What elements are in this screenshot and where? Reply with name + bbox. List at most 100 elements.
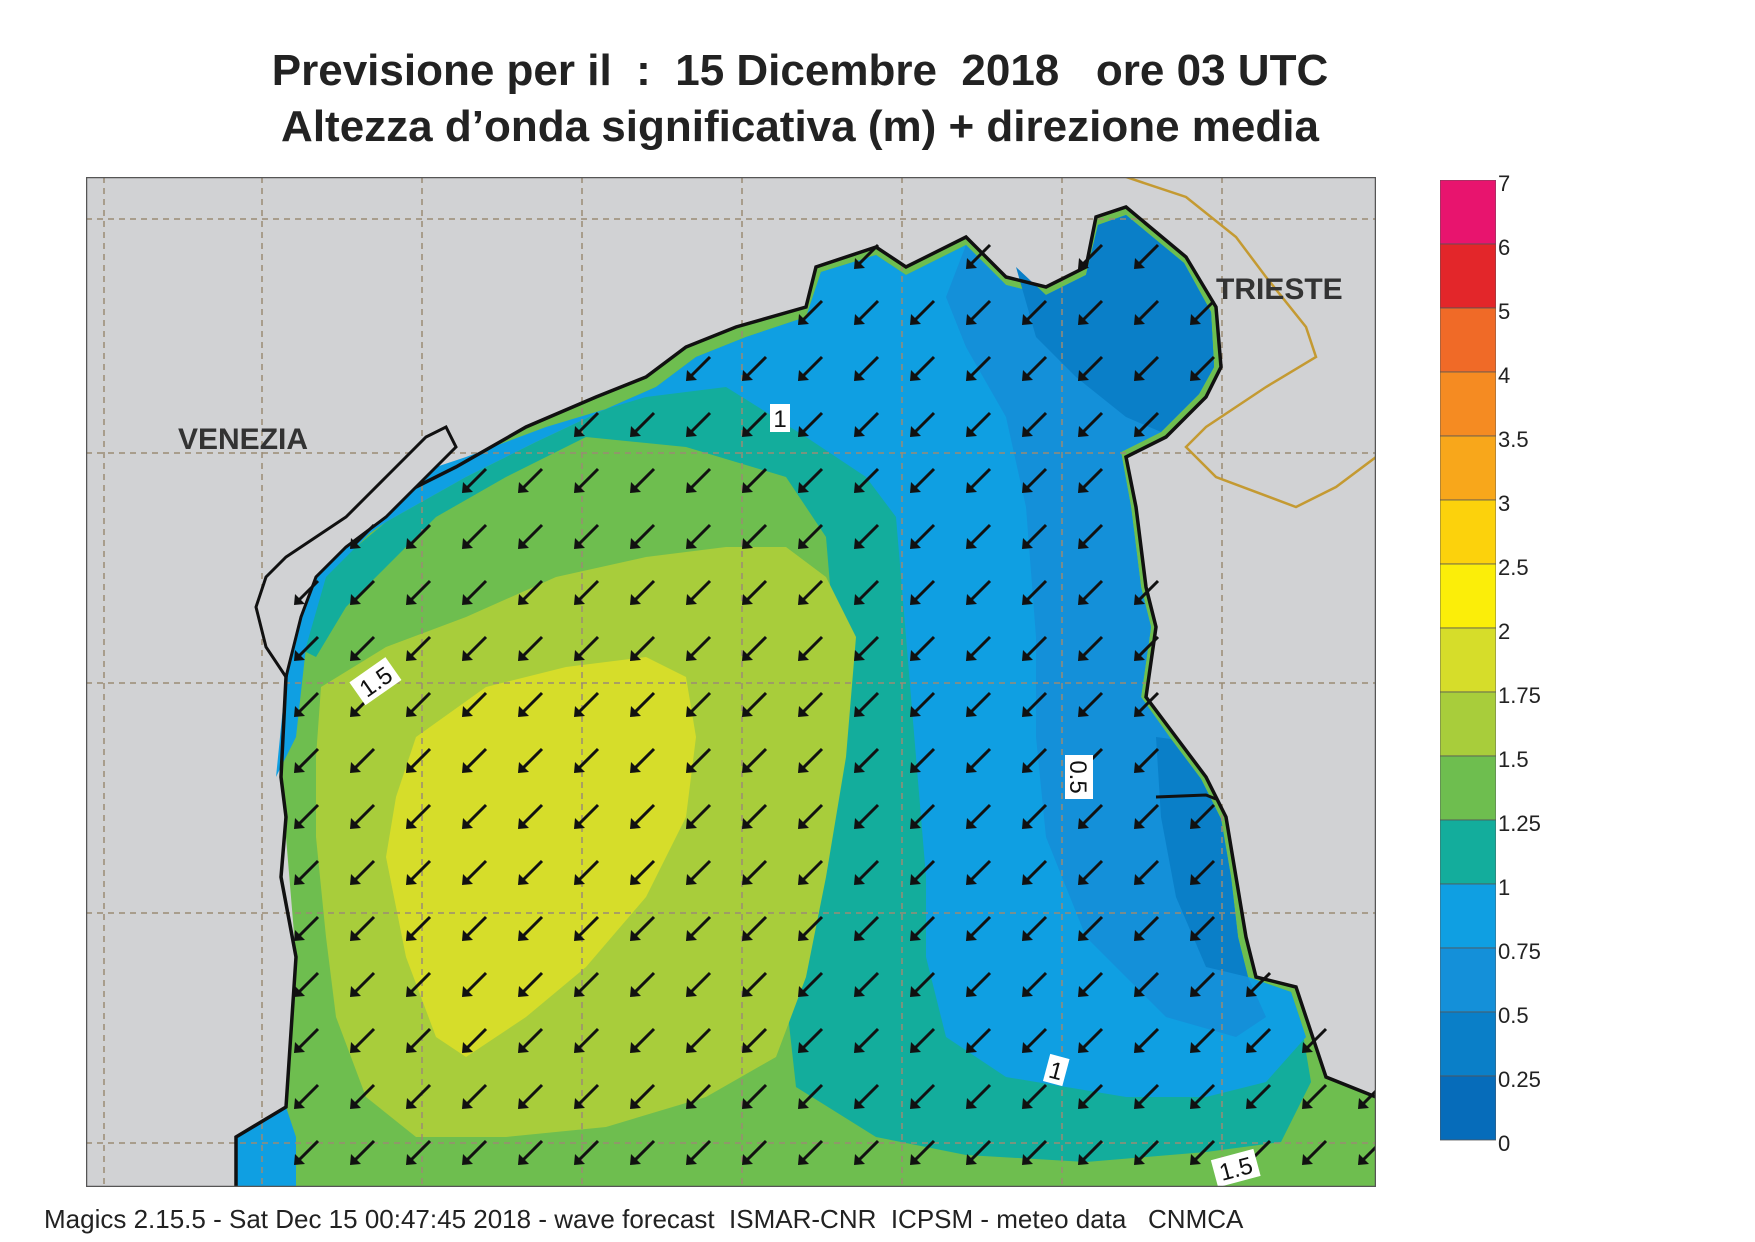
wave-arrow [1022, 859, 1048, 885]
wave-arrow [462, 859, 488, 885]
wave-arrow [854, 299, 880, 325]
wave-arrow [574, 411, 600, 437]
wave-arrow [518, 579, 544, 605]
wave-arrow [1078, 579, 1104, 605]
wave-arrow [518, 467, 544, 493]
colorbar [1440, 180, 1496, 1141]
wave-arrow [350, 1083, 376, 1109]
wave-arrow [518, 971, 544, 997]
wave-arrow [798, 803, 824, 829]
wave-arrow [742, 467, 768, 493]
colorbar-swatch [1440, 1075, 1496, 1141]
wave-arrow [854, 1027, 880, 1053]
wave-arrow [910, 355, 936, 381]
wave-arrow [350, 579, 376, 605]
wave-arrow [1190, 299, 1216, 325]
wave-arrow [1022, 691, 1048, 717]
wave-arrow [966, 523, 992, 549]
wave-arrow [1022, 579, 1048, 605]
wave-arrow [1190, 1139, 1216, 1165]
wave-arrow [742, 803, 768, 829]
wave-arrow [462, 803, 488, 829]
wave-arrow [630, 971, 656, 997]
wave-arrow [1134, 971, 1160, 997]
wave-arrow [686, 971, 712, 997]
wave-arrow [462, 523, 488, 549]
colorbar-swatch [1440, 435, 1496, 501]
wave-arrow [1190, 803, 1216, 829]
colorbar-label: 1.25 [1498, 811, 1541, 836]
wave-arrow [1022, 1027, 1048, 1053]
wave-arrow [630, 411, 656, 437]
wave-arrow [742, 971, 768, 997]
wave-arrow [686, 1027, 712, 1053]
wave-arrow [518, 1027, 544, 1053]
wave-arrow [966, 243, 992, 269]
colorbar-swatch [1440, 691, 1496, 757]
wave-arrow [742, 579, 768, 605]
wave-arrow [910, 299, 936, 325]
wave-arrow [1078, 635, 1104, 661]
wave-band-1.75-2 [386, 657, 696, 1057]
wave-arrow [574, 971, 600, 997]
wave-arrow [966, 467, 992, 493]
wave-arrow [798, 747, 824, 773]
wave-arrow [798, 523, 824, 549]
wave-arrow [742, 635, 768, 661]
map-frame [86, 177, 1376, 1187]
wave-arrow [742, 1027, 768, 1053]
wave-arrow [854, 523, 880, 549]
wave-arrow [350, 803, 376, 829]
wave-arrow [406, 1139, 432, 1165]
wave-arrow [966, 579, 992, 605]
wave-direction-arrows [294, 243, 1376, 1165]
wave-arrow [1134, 243, 1160, 269]
wave-arrow [1134, 411, 1160, 437]
colorbar-swatch [1440, 883, 1496, 949]
wave-arrow [1078, 803, 1104, 829]
wave-arrow [406, 971, 432, 997]
wave-arrow [798, 411, 824, 437]
wave-arrow [966, 1139, 992, 1165]
wave-arrow [742, 355, 768, 381]
wave-arrow [686, 915, 712, 941]
wave-arrow [966, 1083, 992, 1109]
wave-arrow [910, 971, 936, 997]
wave-arrow [462, 691, 488, 717]
wave-arrow [1022, 803, 1048, 829]
wave-arrow [1134, 691, 1160, 717]
wave-arrow [574, 859, 600, 885]
colorbar-label: 0.75 [1498, 939, 1541, 964]
wave-arrow [1190, 1027, 1216, 1053]
wave-arrow [686, 803, 712, 829]
wave-arrow [798, 299, 824, 325]
wave-arrow [518, 1139, 544, 1165]
forecast-title: Previsione per il : 15 Dicembre 2018 ore… [271, 46, 1329, 95]
wave-arrow [742, 691, 768, 717]
wave-arrow [574, 915, 600, 941]
colorbar-swatch [1440, 755, 1496, 821]
wave-arrow [798, 915, 824, 941]
wave-arrow [910, 523, 936, 549]
wave-arrow [1078, 1139, 1104, 1165]
wave-arrow [910, 915, 936, 941]
wave-arrow [686, 1139, 712, 1165]
wave-arrow [854, 691, 880, 717]
wave-arrow [686, 747, 712, 773]
wave-arrow [630, 803, 656, 829]
wave-arrow [406, 1083, 432, 1109]
wave-arrow [350, 1139, 376, 1165]
colorbar-swatch [1440, 180, 1496, 245]
wave-arrow [406, 859, 432, 885]
wave-arrow [1078, 1027, 1104, 1053]
wave-arrow [630, 747, 656, 773]
wave-arrow [742, 1083, 768, 1109]
wave-arrow [966, 1027, 992, 1053]
wave-arrow [854, 1139, 880, 1165]
wave-arrow [1022, 523, 1048, 549]
wave-arrow [1078, 915, 1104, 941]
wave-arrow [854, 243, 880, 269]
colorbar-swatch [1440, 307, 1496, 373]
colorbar-label: 1.75 [1498, 683, 1541, 708]
wave-arrow [630, 1083, 656, 1109]
